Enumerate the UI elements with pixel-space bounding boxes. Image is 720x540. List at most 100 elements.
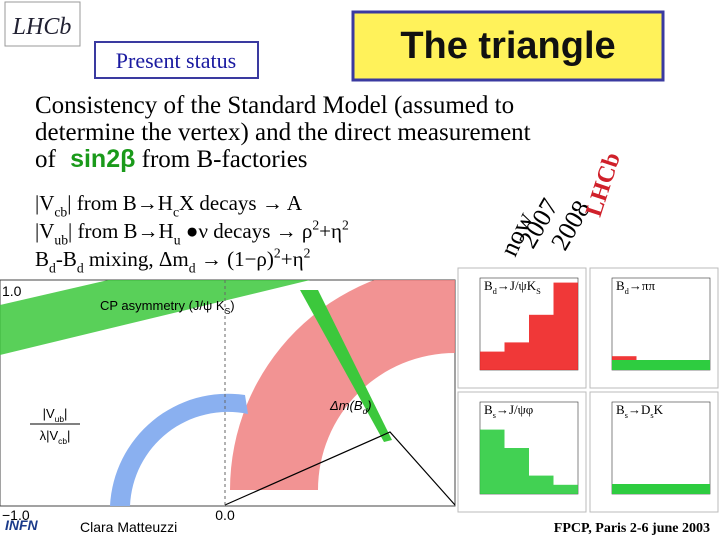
text-part: X decays →	[179, 191, 287, 215]
text-part: CP asymmetry (J/ψ K	[100, 298, 225, 313]
subscript: cb	[58, 436, 67, 446]
text-part: K	[654, 402, 664, 417]
superscript: 2	[274, 246, 281, 261]
text-part: mixing, Δm	[84, 247, 189, 271]
panel-label: Bs→DsK	[616, 402, 664, 420]
intro-line: Consistency of the Standard Model (assum…	[35, 92, 514, 119]
text-part: +η	[281, 247, 304, 271]
subscript: cb	[54, 204, 67, 219]
text-part: →J/ψK	[497, 278, 537, 293]
title-box	[351, 10, 665, 82]
text-part: →ππ	[629, 278, 656, 293]
text-part: B	[616, 402, 625, 417]
logo-box	[4, 1, 81, 47]
vub-band	[110, 393, 248, 506]
status-box	[94, 41, 259, 79]
text-part: ●ν decays → ρ	[181, 219, 313, 243]
panel-region	[553, 282, 578, 370]
intro-line: of sin2β from B-factories	[35, 145, 308, 173]
text-part: |	[64, 406, 67, 421]
subscript: ub	[54, 232, 68, 247]
highlight: sin2β	[70, 145, 135, 173]
title: The triangle	[400, 25, 615, 67]
panel-region	[612, 484, 710, 494]
panel-region	[553, 484, 578, 494]
subscript: s	[625, 410, 628, 420]
text-part: +η	[319, 219, 342, 243]
superscript: 2	[304, 246, 311, 261]
text-part: →J/ψφ	[496, 402, 533, 417]
superscript: 2	[342, 218, 349, 233]
text-part: Δm(B	[329, 398, 363, 413]
panel-region	[612, 360, 710, 370]
panel-label: Bd→J/ψKS	[484, 278, 541, 296]
triangle	[224, 431, 455, 506]
subscript: d	[493, 286, 498, 296]
status: Present status	[116, 48, 236, 73]
panel-area	[611, 401, 711, 495]
subscript: d	[625, 286, 630, 296]
subscript: ub	[55, 414, 65, 424]
triangle-plot: CP asymmetry (J/ψ KS) Δm(Bd) |Vub| λ|Vcb…	[0, 279, 456, 523]
text-part: |V	[43, 406, 55, 421]
subscript: s	[493, 410, 496, 420]
subscript: d	[49, 260, 56, 275]
text-part: |V	[35, 191, 54, 215]
superscript: 2	[312, 218, 319, 233]
subscript: d	[363, 406, 368, 416]
text-part: B	[484, 402, 493, 417]
text-part: |	[67, 428, 70, 443]
constraint: |Vub| from B→Hu ●ν decays → ρ2+η2	[35, 218, 349, 248]
subscript: c	[173, 204, 179, 219]
panel-region	[529, 475, 554, 494]
author: Clara Matteuzzi	[80, 519, 177, 535]
cp-band-narrow	[300, 290, 392, 442]
text-part: B	[35, 247, 49, 271]
text-part: →D	[628, 402, 650, 417]
panel-region	[504, 342, 529, 370]
subscript: S	[536, 286, 541, 296]
text-part: )	[365, 398, 371, 413]
plot-label: Δm(Bd)	[329, 398, 372, 416]
constraint: Bd-Bd mixing, Δmd → (1−ρ)2+η2	[35, 246, 311, 276]
subscript: d	[77, 260, 84, 275]
plot-label: CP asymmetry (J/ψ KS)	[100, 298, 235, 316]
constraint: |Vcb| from B→HcX decays → A	[35, 191, 303, 219]
event: FPCP, Paris 2-6 june 2003	[554, 521, 710, 536]
plot-label: λ|Vcb|	[40, 428, 71, 446]
x-tick-label: 0.0	[215, 507, 235, 523]
plot-label: |Vub|	[43, 406, 68, 424]
text-part: )	[230, 298, 234, 313]
logo: LHCb	[12, 14, 72, 40]
text-part: B	[484, 278, 493, 293]
text-part: → (1−ρ)	[196, 247, 274, 271]
footer-logo: INFN	[5, 517, 39, 533]
panel-region	[504, 448, 529, 494]
text-part: | from B→H	[67, 191, 173, 215]
subscript: S	[225, 306, 231, 316]
cp-band	[0, 280, 311, 355]
subscript: u	[174, 232, 181, 247]
subscript: s	[650, 410, 653, 420]
panel-region	[480, 429, 505, 494]
panel-label: Bs→J/ψφ	[484, 402, 533, 420]
panel-label: Bd→ππ	[616, 278, 655, 296]
text-part: | from B→H	[68, 219, 174, 243]
x-tick-label: −1.0	[2, 507, 30, 523]
text-part: B	[616, 278, 625, 293]
text-part: |V	[35, 219, 54, 243]
y-tick-label: 1.0	[2, 283, 22, 299]
intro-line: determine the vertex) and the direct mea…	[35, 119, 531, 146]
intro-text: of	[35, 146, 62, 173]
panel-region	[529, 314, 554, 370]
text-part: -B	[56, 247, 77, 271]
panel-region	[480, 351, 505, 370]
text-part: λ|V	[40, 428, 59, 443]
subscript: d	[189, 260, 196, 275]
panel-area	[611, 277, 711, 371]
text-part: A	[287, 191, 303, 215]
dm-band	[230, 280, 455, 490]
intro-text: from B-factories	[135, 146, 307, 173]
